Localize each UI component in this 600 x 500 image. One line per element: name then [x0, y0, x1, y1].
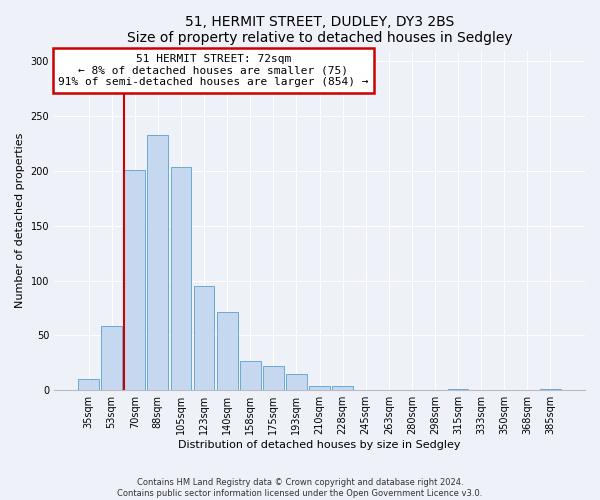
Bar — [194, 286, 214, 390]
Text: Contains HM Land Registry data © Crown copyright and database right 2024.
Contai: Contains HM Land Registry data © Crown c… — [118, 478, 482, 498]
Bar — [263, 366, 284, 390]
Text: 51 HERMIT STREET: 72sqm
← 8% of detached houses are smaller (75)
91% of semi-det: 51 HERMIT STREET: 72sqm ← 8% of detached… — [58, 54, 368, 87]
X-axis label: Distribution of detached houses by size in Sedgley: Distribution of detached houses by size … — [178, 440, 461, 450]
Bar — [540, 389, 561, 390]
Bar — [448, 389, 469, 390]
Bar — [332, 386, 353, 390]
Bar — [217, 312, 238, 390]
Bar — [124, 170, 145, 390]
Bar — [240, 360, 260, 390]
Bar — [170, 166, 191, 390]
Title: 51, HERMIT STREET, DUDLEY, DY3 2BS
Size of property relative to detached houses : 51, HERMIT STREET, DUDLEY, DY3 2BS Size … — [127, 15, 512, 45]
Bar — [148, 135, 168, 390]
Y-axis label: Number of detached properties: Number of detached properties — [15, 132, 25, 308]
Bar — [286, 374, 307, 390]
Bar — [309, 386, 330, 390]
Bar — [78, 380, 99, 390]
Bar — [101, 326, 122, 390]
